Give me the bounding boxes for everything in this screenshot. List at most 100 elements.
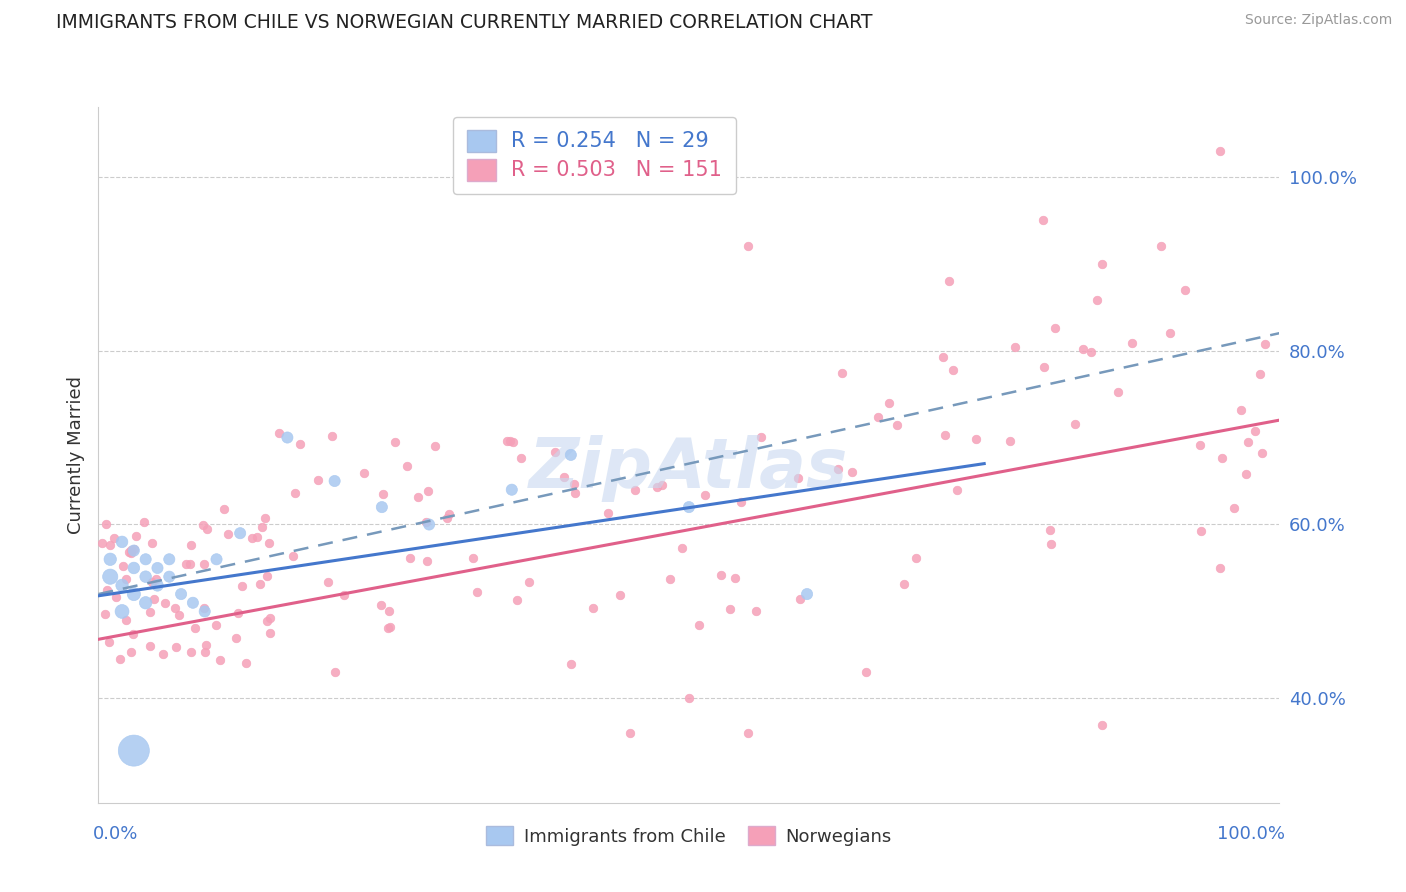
Point [651,477,673,491]
Point [195,638,218,652]
Point [108,651,131,665]
Point [1091,717,1114,731]
Point [495,434,517,449]
Point [671,541,693,556]
Point [112,559,135,574]
Point [509,451,531,466]
Point [827,462,849,476]
Point [174,557,197,571]
Point [98,570,121,584]
Point [1236,435,1258,450]
Point [371,500,394,514]
Point [946,483,969,497]
Point [1189,438,1212,452]
Point [789,592,811,607]
Point [1250,446,1272,460]
Point [560,657,582,671]
Point [333,588,356,602]
Point [693,488,716,502]
Point [1254,336,1277,351]
Point [1234,467,1257,482]
Point [103,531,125,545]
Point [678,500,700,514]
Point [1150,239,1173,253]
Point [146,561,169,575]
Point [217,527,239,541]
Point [212,502,235,516]
Point [1032,213,1054,227]
Text: 0.0%: 0.0% [93,824,138,843]
Point [165,640,187,654]
Point [259,611,281,625]
Point [146,578,169,592]
Point [226,606,249,620]
Point [122,627,145,641]
Point [423,439,446,453]
Point [796,587,818,601]
Point [499,434,522,448]
Point [194,645,217,659]
Point [135,596,157,610]
Point [307,473,329,487]
Point [1209,561,1232,575]
Point [157,570,180,584]
Point [998,434,1021,448]
Text: Source: ZipAtlas.com: Source: ZipAtlas.com [1244,13,1392,28]
Point [204,617,226,632]
Point [179,557,201,571]
Point [145,572,167,586]
Point [111,605,134,619]
Point [353,466,375,480]
Point [120,542,142,557]
Point [1174,283,1197,297]
Point [544,444,567,458]
Point [377,621,399,635]
Point [659,572,682,586]
Point [193,558,215,572]
Legend: Immigrants from Chile, Norwegians: Immigrants from Chile, Norwegians [479,819,898,853]
Point [1039,537,1062,551]
Point [98,537,121,551]
Point [1223,501,1246,516]
Point [152,647,174,661]
Point [619,726,641,740]
Point [194,605,217,619]
Point [96,582,118,597]
Point [111,535,134,549]
Point [91,535,114,549]
Point [139,639,162,653]
Point [905,551,928,566]
Point [737,726,759,740]
Point [866,409,889,424]
Point [139,605,162,619]
Point [97,634,120,648]
Point [225,632,247,646]
Point [786,471,808,485]
Point [120,546,142,560]
Point [370,598,392,612]
Point [502,434,524,449]
Point [135,570,157,584]
Point [153,596,176,610]
Point [1107,384,1129,399]
Point [562,477,585,491]
Point [120,644,142,658]
Point [1159,326,1181,341]
Point [134,515,156,529]
Point [1189,524,1212,538]
Point [256,568,278,582]
Point [1249,367,1271,381]
Point [122,543,145,558]
Point [737,239,759,253]
Point [1230,403,1253,417]
Point [745,604,768,618]
Point [1209,144,1232,158]
Point [396,459,419,474]
Point [1080,344,1102,359]
Point [208,653,231,667]
Text: 100.0%: 100.0% [1218,824,1285,843]
Point [195,522,218,536]
Point [384,434,406,449]
Point [235,656,257,670]
Point [281,549,304,563]
